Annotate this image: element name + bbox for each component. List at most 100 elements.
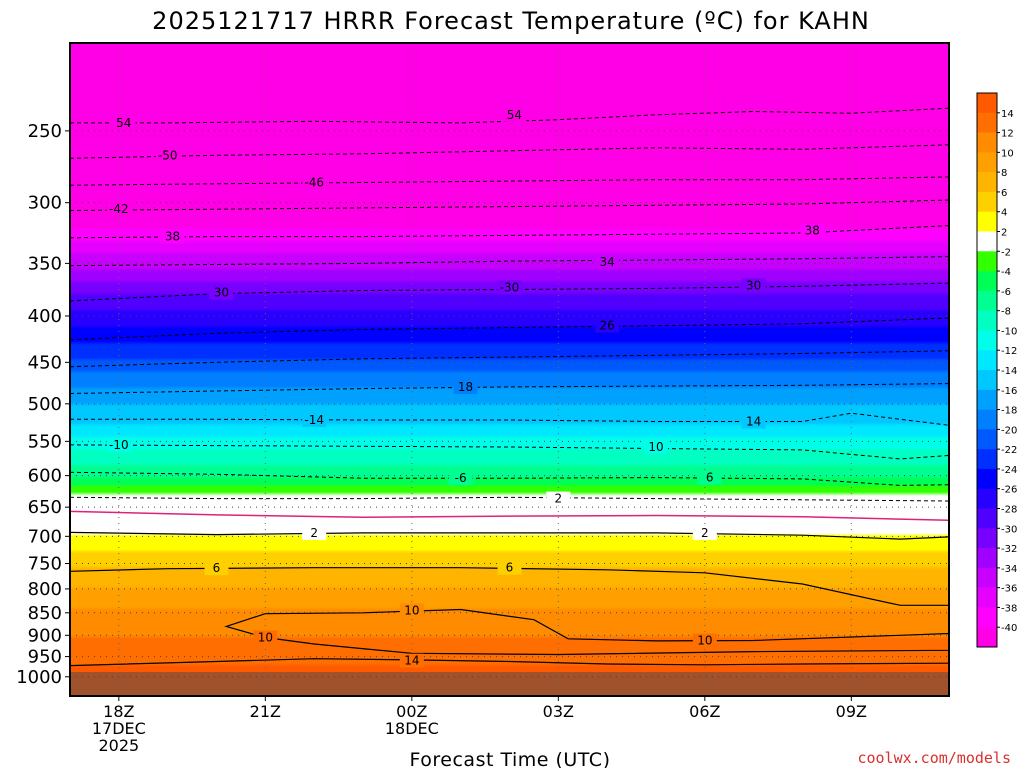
contour-label-bg: [111, 115, 136, 130]
colorbar-label: 10: [1001, 148, 1014, 159]
colorbar-label: -2: [1001, 247, 1011, 258]
contour-label-bg: [399, 653, 424, 668]
colorbar-label: -30: [1001, 524, 1017, 535]
y-tick-label: 850: [28, 603, 62, 624]
contour-line: [70, 510, 949, 522]
colorbar-swatch: [977, 389, 997, 410]
contour-label: -50: [158, 148, 178, 162]
contour-label: 10: [697, 634, 712, 648]
contour-label: 10: [404, 603, 419, 617]
colorbar-label: -34: [1001, 564, 1017, 575]
contour-label: -10: [109, 438, 129, 452]
colorbar-swatch: [977, 627, 997, 648]
colorbar-swatch: [977, 488, 997, 509]
contour-label-bg: [692, 525, 717, 540]
colorbar-swatch: [977, 251, 997, 272]
y-tick-label: 250: [28, 121, 62, 142]
contour-label-bg: [106, 437, 131, 452]
y-tick-label: 600: [28, 466, 62, 487]
colorbar-label: -24: [1001, 465, 1017, 476]
contour-label: 14: [404, 654, 419, 668]
contour-label-bg: [546, 491, 571, 506]
x-tick-label: 18DEC: [385, 719, 439, 738]
contour-label: -30: [500, 280, 520, 294]
contour-label: 38: [165, 230, 180, 244]
colorbar-swatch: [977, 231, 997, 252]
contour-label-bg: [595, 318, 620, 333]
x-tick-label: 18Z: [103, 702, 134, 721]
colorbar-label: -18: [1001, 406, 1017, 417]
surface-layer: [70, 672, 949, 696]
contour-label-bg: [204, 561, 229, 576]
chart-title: 2025121717 HRRR Forecast Temperature (ºC…: [152, 7, 870, 35]
contour-label: 10: [258, 630, 273, 644]
colorbar-label: 6: [1001, 188, 1007, 199]
colorbar-label: -38: [1001, 603, 1017, 614]
contour-label-bg: [160, 229, 185, 244]
colorbar-label: -20: [1001, 425, 1017, 436]
colorbar-swatch: [977, 350, 997, 371]
x-tick-label: 00Z: [396, 702, 427, 721]
contour-label: 2: [555, 492, 563, 506]
contour-label-bg: [741, 278, 766, 293]
colorbar-swatch: [977, 211, 997, 232]
colorbar-swatch: [977, 567, 997, 588]
colorbar-swatch: [977, 607, 997, 628]
contour-line: [70, 531, 949, 540]
colorbar-label: 8: [1001, 168, 1007, 179]
colorbar-swatch: [977, 370, 997, 391]
contour-label: 34: [600, 255, 615, 269]
colorbar-label: -22: [1001, 445, 1017, 456]
contour-label-bg: [502, 107, 527, 122]
y-tick-label: 550: [28, 431, 62, 452]
colorbar-swatch: [977, 290, 997, 311]
x-tick-label: 06Z: [689, 702, 720, 721]
colorbar-label: -26: [1001, 485, 1017, 496]
colorbar-label: -6: [1001, 287, 1011, 298]
contour-label: -42: [109, 202, 129, 216]
y-tick-label: 900: [28, 625, 62, 646]
colorbar-label: -12: [1001, 346, 1017, 357]
colorbar-swatch: [977, 548, 997, 569]
contour-line: [70, 658, 949, 667]
colorbar-label: 4: [1001, 208, 1007, 219]
colorbar-swatch: [977, 330, 997, 351]
y-tick-label: 650: [28, 497, 62, 518]
contour-label-bg: [497, 280, 522, 295]
contour-label: 6: [706, 471, 714, 485]
contour-label-bg: [399, 603, 424, 618]
contour-label: 14: [746, 415, 761, 429]
contour-line: [224, 608, 949, 656]
colorbar-label: -36: [1001, 584, 1017, 595]
y-tick-label: 500: [28, 394, 62, 415]
x-tick-label: 17DEC: [92, 719, 146, 738]
colorbar-swatch: [977, 409, 997, 430]
y-tick-label: 1000: [16, 667, 62, 688]
credit-link[interactable]: coolwx.com/models: [857, 749, 1011, 767]
contour-label: 54: [507, 108, 522, 122]
contour-label: 2: [701, 526, 709, 540]
colorbar-swatch: [977, 449, 997, 470]
colorbar-label: -16: [1001, 386, 1017, 397]
contour-line: [70, 444, 949, 460]
y-axis-ticks: 2503003504004505005506006507007508008509…: [16, 121, 70, 688]
colorbar-swatch: [977, 310, 997, 331]
contour-label-bg: [302, 525, 327, 540]
contour-label: 26: [600, 319, 615, 333]
colorbar-label: -40: [1001, 623, 1017, 634]
contour-label: 30: [746, 278, 761, 292]
contour-label-bg: [155, 148, 180, 163]
contour-label-bg: [302, 413, 327, 428]
contour-label: -46: [304, 175, 324, 189]
contour-label-bg: [209, 285, 234, 300]
x-tick-label: 09Z: [836, 702, 867, 721]
x-tick-label: 21Z: [250, 702, 281, 721]
contour-label-bg: [253, 630, 278, 645]
colorbar-swatch: [977, 93, 997, 114]
colorbar-label: 14: [1001, 109, 1014, 120]
contour-line: [70, 412, 949, 426]
contour-label: 18: [458, 380, 473, 394]
